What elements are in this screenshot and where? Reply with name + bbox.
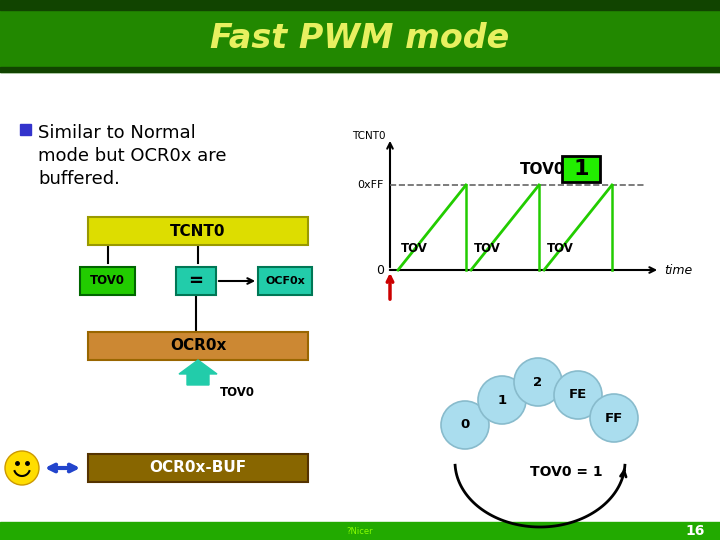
Text: TCNT0: TCNT0 <box>353 131 386 141</box>
Text: Fast PWM mode: Fast PWM mode <box>210 22 510 55</box>
Text: time: time <box>664 264 692 276</box>
Text: buffered.: buffered. <box>38 170 120 188</box>
Bar <box>0 522 720 540</box>
Bar <box>258 267 312 295</box>
Text: TOV: TOV <box>474 241 500 254</box>
Text: =: = <box>189 272 204 290</box>
Text: Similar to Normal: Similar to Normal <box>38 124 196 142</box>
Bar <box>176 267 216 295</box>
Text: 16: 16 <box>685 524 705 538</box>
Bar <box>88 332 308 360</box>
Circle shape <box>441 401 489 449</box>
Bar <box>562 156 600 182</box>
FancyArrow shape <box>179 360 217 385</box>
Bar <box>0 67 720 72</box>
Text: 1: 1 <box>573 159 589 179</box>
Text: ?Nicer: ?Nicer <box>347 526 373 536</box>
Text: 0xFF: 0xFF <box>358 180 384 190</box>
Bar <box>20 124 31 135</box>
Text: TOV0: TOV0 <box>90 274 125 287</box>
Bar <box>0 0 720 10</box>
Text: 0: 0 <box>376 264 384 276</box>
Circle shape <box>590 394 638 442</box>
Text: OCF0x: OCF0x <box>265 276 305 286</box>
Bar <box>88 454 308 482</box>
Text: TOV0:: TOV0: <box>520 163 572 178</box>
Circle shape <box>478 376 526 424</box>
Text: mode but OCR0x are: mode but OCR0x are <box>38 147 227 165</box>
Text: TOV: TOV <box>546 241 573 254</box>
Circle shape <box>514 358 562 406</box>
Text: 0: 0 <box>460 418 469 431</box>
Text: FF: FF <box>605 411 623 424</box>
Text: TOV: TOV <box>400 241 428 254</box>
Circle shape <box>554 371 602 419</box>
Circle shape <box>5 451 39 485</box>
Bar <box>0 0 720 72</box>
Text: OCR0x-BUF: OCR0x-BUF <box>150 461 246 476</box>
Text: TCNT0: TCNT0 <box>170 224 226 239</box>
Text: 2: 2 <box>534 375 543 388</box>
Text: FE: FE <box>569 388 587 402</box>
Text: TOV0 = 1: TOV0 = 1 <box>530 465 603 479</box>
Text: TOV0: TOV0 <box>220 386 255 399</box>
Bar <box>80 267 135 295</box>
Bar <box>88 217 308 245</box>
Text: 1: 1 <box>498 394 507 407</box>
Text: OCR0x: OCR0x <box>170 339 226 354</box>
